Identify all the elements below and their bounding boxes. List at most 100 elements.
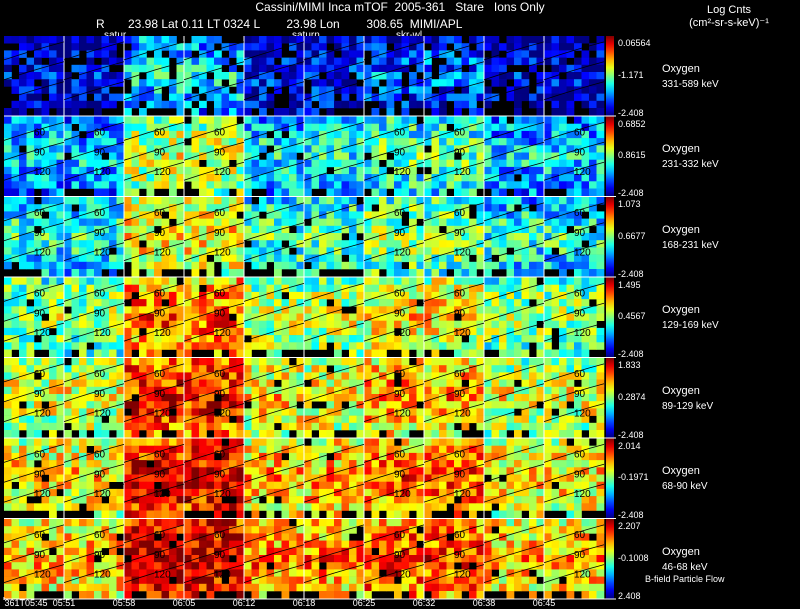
heatmap-cell	[79, 43, 87, 51]
heatmap-cell	[379, 320, 387, 329]
heatmap-cell	[334, 365, 342, 373]
heatmap-cell	[161, 408, 170, 416]
heatmap-cell	[544, 166, 552, 175]
heatmap-cell	[491, 218, 500, 227]
heatmap-cell	[221, 401, 230, 409]
heatmap-cell	[409, 138, 417, 146]
heatmap-cell	[476, 277, 485, 285]
heatmap-cell	[176, 372, 185, 380]
heatmap-cell	[424, 174, 432, 182]
heatmap-cell	[161, 152, 170, 160]
contour-label: 60	[154, 208, 166, 219]
heatmap-cell	[199, 254, 207, 263]
heatmap-cell	[64, 36, 72, 44]
heatmap-cell	[334, 57, 342, 66]
heatmap-cell	[64, 430, 72, 438]
heatmap-cell	[26, 152, 35, 160]
heatmap-cell	[581, 36, 590, 44]
heatmap-cell	[589, 145, 597, 153]
heatmap-cell	[236, 100, 245, 109]
heatmap-cell	[476, 50, 485, 58]
heatmap-cell	[229, 204, 237, 212]
heatmap-cell	[514, 306, 522, 314]
heatmap-cell	[589, 211, 597, 219]
heatmap-cell	[401, 452, 410, 461]
heatmap-cell	[334, 36, 342, 44]
heatmap-cell	[109, 460, 117, 468]
contour-label: 60	[94, 369, 106, 380]
heatmap-cell	[326, 36, 335, 44]
heatmap-cell	[124, 481, 132, 490]
heatmap-cell	[446, 438, 455, 446]
heatmap-cell	[244, 320, 252, 329]
heatmap-cell	[229, 394, 237, 402]
heatmap-cell	[371, 174, 380, 182]
heatmap-cell	[446, 320, 455, 329]
heatmap-cell	[266, 496, 275, 504]
heatmap-cell	[364, 79, 372, 87]
heatmap-cell	[11, 188, 20, 196]
heatmap-cell	[581, 188, 590, 196]
contour-line	[423, 383, 485, 403]
heatmap-cell	[49, 72, 57, 80]
heatmap-cell	[319, 93, 327, 102]
heatmap-cell	[581, 261, 590, 270]
heatmap-cell	[11, 415, 20, 424]
heatmap-cell	[379, 93, 387, 102]
heatmap-cell	[236, 408, 245, 416]
heatmap-cell	[386, 247, 395, 255]
heatmap-cell	[424, 342, 432, 350]
heatmap-cell	[469, 284, 477, 293]
heatmap-cell	[34, 50, 42, 58]
heatmap-cell	[506, 284, 515, 293]
heatmap-cell	[169, 204, 177, 212]
heatmap-cell	[409, 233, 417, 241]
heatmap-cell	[199, 277, 207, 285]
heatmap-cell	[86, 503, 95, 511]
heatmap-cell	[11, 401, 20, 409]
heatmap-cell	[161, 166, 170, 175]
heatmap-cell	[581, 93, 590, 102]
heatmap-cell	[274, 43, 282, 51]
heatmap-cell	[4, 349, 12, 357]
heatmap-cell	[94, 64, 102, 73]
heatmap-cell	[506, 452, 515, 461]
heatmap-cell	[386, 408, 395, 416]
heatmap-cell	[401, 488, 410, 497]
heatmap-cell	[131, 211, 140, 219]
heatmap-cell	[461, 474, 470, 482]
heatmap-cell	[394, 247, 402, 255]
heatmap-cell	[101, 503, 110, 511]
heatmap-cell	[349, 291, 357, 300]
contour-label: 120	[394, 167, 411, 178]
heatmap-cell	[536, 358, 545, 366]
heatmap-cell	[251, 488, 260, 497]
heatmap-cell	[289, 320, 297, 329]
heatmap-cell	[311, 204, 320, 212]
heatmap-cell	[409, 225, 417, 234]
heatmap-cell	[244, 291, 252, 300]
heatmap-cell	[79, 415, 87, 424]
heatmap-cell	[574, 342, 582, 350]
heatmap-cell	[304, 358, 312, 366]
heatmap-cell	[221, 57, 230, 66]
contour-line	[363, 283, 425, 302]
heatmap-cell	[221, 452, 230, 461]
heatmap-cell	[371, 240, 380, 248]
heatmap-cell	[259, 306, 267, 314]
heatmap-cell	[94, 320, 102, 329]
heatmap-cell	[124, 313, 132, 321]
heatmap-cell	[34, 320, 42, 329]
heatmap-cell	[154, 43, 162, 51]
heatmap-cell	[319, 240, 327, 248]
heatmap-cell	[596, 188, 605, 196]
heatmap-cell	[514, 460, 522, 468]
heatmap-cell	[131, 467, 140, 475]
heatmap-cell	[371, 79, 380, 87]
heatmap-cell	[349, 181, 357, 189]
heatmap-cell	[184, 422, 192, 431]
heatmap-cell	[446, 481, 455, 490]
contour-line	[243, 322, 305, 342]
heatmap-cell	[529, 474, 537, 482]
heatmap-cell	[491, 327, 500, 336]
